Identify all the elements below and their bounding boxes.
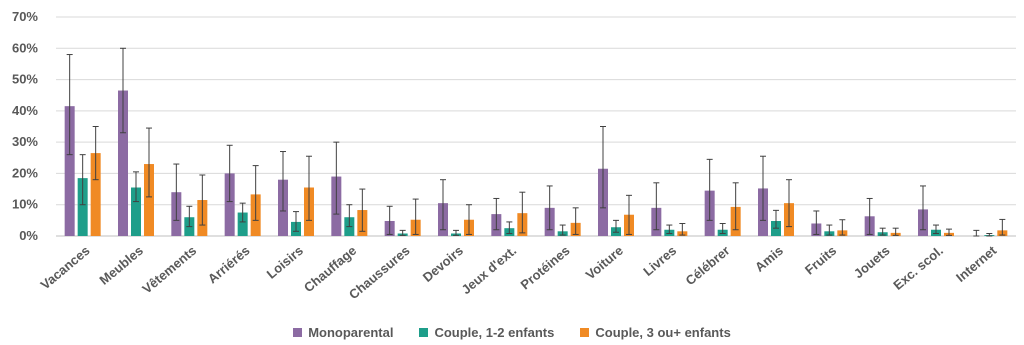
gridlines	[56, 16, 1016, 237]
bar	[144, 164, 154, 236]
bar	[224, 173, 235, 236]
error-bars	[66, 47, 1006, 237]
legend-swatch	[580, 328, 590, 337]
y-tick-label: 40%	[12, 103, 38, 118]
bar	[237, 212, 248, 236]
y-tick-label: 0%	[19, 228, 38, 243]
bar	[77, 178, 88, 236]
x-tick-label: Voiture	[583, 243, 626, 283]
legend-item-couple-1-2: Couple, 1-2 enfants	[419, 325, 554, 340]
x-tick-label: Jouets	[851, 243, 893, 281]
y-axis-ticks: 0% 10% 20% 30% 40% 50% 60% 70%	[12, 9, 38, 243]
x-tick-label: Exc. scol.	[890, 243, 946, 293]
x-tick-label: Amis	[752, 243, 786, 275]
legend: Monoparental Couple, 1-2 enfants Couple,…	[0, 325, 1024, 340]
x-tick-label: Loisirs	[264, 243, 306, 282]
y-tick-label: 10%	[12, 197, 38, 212]
bar	[90, 153, 101, 236]
x-tick-label: Meubles	[96, 243, 145, 288]
legend-swatch	[419, 328, 429, 337]
x-tick-label: Fruits	[802, 243, 839, 278]
x-tick-label: Protéines	[518, 243, 573, 293]
bar	[64, 106, 75, 237]
y-tick-label: 60%	[12, 40, 38, 55]
y-tick-label: 20%	[12, 165, 38, 180]
bar-chart: 0%10%20%30%40%50%60%70% Vacances MeublesV…	[12, 9, 1016, 302]
legend-label: Monoparental	[308, 325, 394, 340]
bars	[64, 90, 1008, 237]
bar	[118, 90, 128, 237]
x-tick-label: Célébrer	[683, 243, 733, 288]
legend-label: Couple, 3 ou+ enfants	[595, 325, 731, 340]
x-tick-label: Vêtements	[139, 243, 199, 297]
y-tick-label: 50%	[12, 72, 38, 87]
x-tick-label: Internet	[953, 242, 1000, 285]
bar	[131, 187, 141, 236]
x-tick-label: Arriérés	[205, 243, 253, 287]
legend-item-monoparental: Monoparental	[293, 325, 393, 340]
y-tick-label: 30%	[12, 134, 38, 149]
legend-item-couple-3-plus: Couple, 3 ou+ enfants	[580, 325, 731, 340]
x-tick-label: Devoirs	[420, 243, 466, 285]
x-tick-label: Livres	[640, 243, 679, 279]
legend-swatch	[293, 328, 303, 337]
legend-label: Couple, 1-2 enfants	[434, 325, 555, 340]
y-tick-label: 70%	[12, 9, 38, 24]
x-tick-label: Jeux d'ext.	[459, 243, 520, 297]
x-tick-label: Vacances	[38, 243, 93, 293]
